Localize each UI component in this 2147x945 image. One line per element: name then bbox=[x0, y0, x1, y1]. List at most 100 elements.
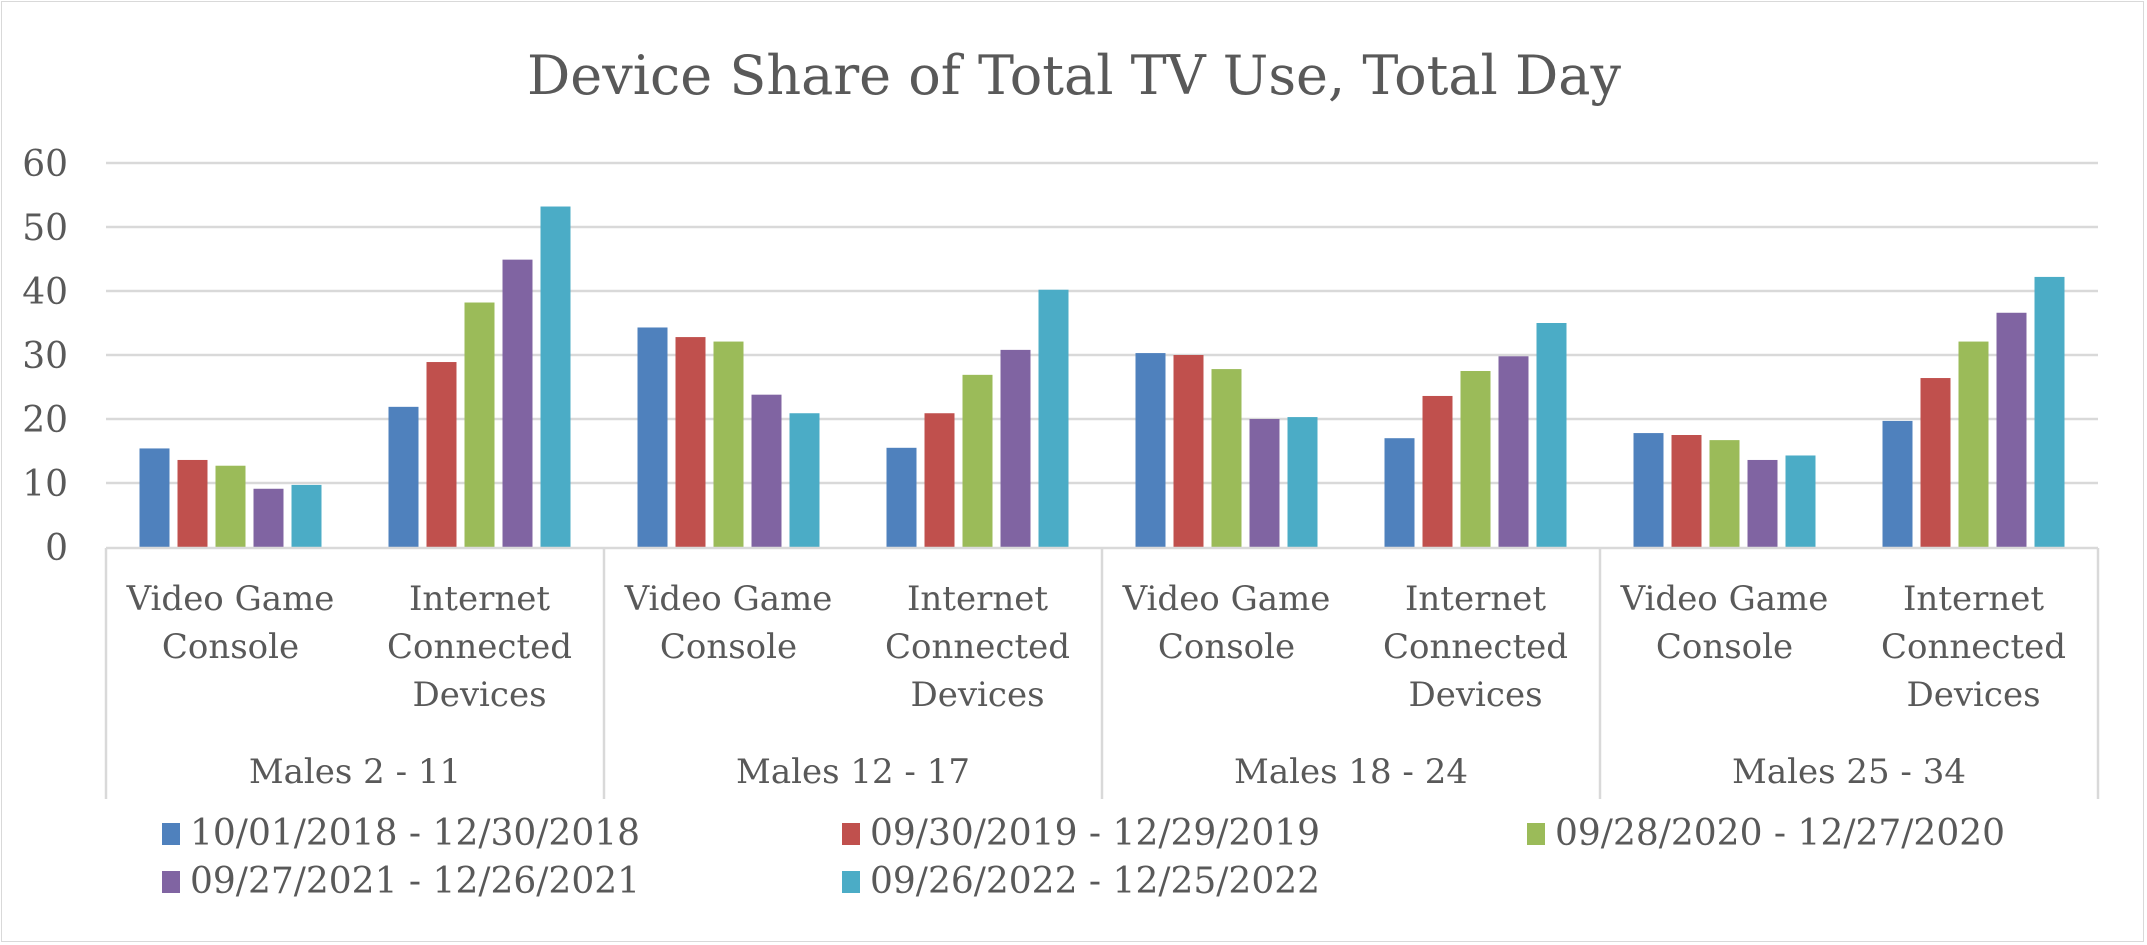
bar bbox=[540, 206, 571, 547]
x-category-label-line: Internet bbox=[907, 579, 1048, 619]
bar bbox=[1384, 438, 1415, 547]
bar bbox=[713, 341, 744, 547]
bar bbox=[1671, 435, 1702, 547]
x-category-label: Video Game Console bbox=[1122, 579, 1331, 667]
bar bbox=[751, 394, 782, 547]
bar bbox=[2034, 276, 2065, 547]
legend: 10/01/2018 - 12/30/2018 09/30/2019 - 12/2… bbox=[162, 813, 2005, 902]
x-category-label-line: Console bbox=[1158, 627, 1295, 667]
x-category-label: Internet Connected Devices bbox=[885, 579, 1070, 715]
x-category-label-line: Devices bbox=[412, 675, 546, 715]
bar bbox=[1038, 289, 1069, 547]
x-category-label: Video Game Console bbox=[624, 579, 833, 667]
x-axis-labels: Video Game Console Internet Connected Device… bbox=[126, 579, 2066, 792]
legend-item[interactable]: 09/30/2019 - 12/29/2019 bbox=[842, 813, 1320, 854]
x-group-label: Males 18 - 24 bbox=[1234, 752, 1468, 792]
bar bbox=[1211, 369, 1242, 547]
bar bbox=[962, 374, 993, 547]
bar bbox=[1633, 433, 1664, 547]
bar bbox=[1996, 312, 2027, 547]
bars bbox=[139, 206, 2065, 547]
legend-label: 09/28/2020 - 12/27/2020 bbox=[1555, 813, 2005, 854]
legend-item[interactable]: 09/26/2022 - 12/25/2022 bbox=[842, 861, 1320, 902]
x-category-label-line: Connected bbox=[885, 627, 1070, 667]
bar bbox=[1173, 355, 1204, 547]
x-group-label: Males 2 - 11 bbox=[249, 752, 461, 792]
bar bbox=[253, 488, 284, 547]
x-category-label-line: Internet bbox=[409, 579, 550, 619]
x-group-label: Males 12 - 17 bbox=[736, 752, 970, 792]
x-category-label-line: Connected bbox=[387, 627, 572, 667]
bar bbox=[1920, 378, 1951, 547]
x-category-label-line: Connected bbox=[1383, 627, 1568, 667]
x-category-label-line: Video Game bbox=[126, 579, 335, 619]
bar bbox=[1709, 440, 1740, 547]
bar bbox=[1000, 349, 1031, 547]
legend-item[interactable]: 09/27/2021 - 12/26/2021 bbox=[162, 861, 640, 902]
legend-swatch bbox=[162, 871, 180, 893]
bar bbox=[464, 302, 495, 547]
x-category-label-line: Connected bbox=[1881, 627, 2066, 667]
bar bbox=[675, 337, 706, 547]
legend-label: 09/27/2021 - 12/26/2021 bbox=[190, 861, 640, 902]
x-category-label-line: Devices bbox=[910, 675, 1044, 715]
bar bbox=[1958, 341, 1989, 547]
bar bbox=[1287, 417, 1318, 547]
x-category-label-line: Console bbox=[162, 627, 299, 667]
x-category-label-line: Console bbox=[660, 627, 797, 667]
legend-swatch bbox=[162, 823, 180, 845]
y-tick-label: 0 bbox=[45, 528, 68, 569]
legend-label: 10/01/2018 - 12/30/2018 bbox=[190, 813, 640, 854]
x-axis bbox=[104, 546, 2100, 799]
legend-item[interactable]: 10/01/2018 - 12/30/2018 bbox=[162, 813, 640, 854]
legend-swatch bbox=[842, 823, 860, 845]
legend-swatch bbox=[842, 871, 860, 893]
x-category-label-line: Internet bbox=[1903, 579, 2044, 619]
bar bbox=[502, 259, 533, 547]
x-category-label-line: Internet bbox=[1405, 579, 1546, 619]
x-category-label-line: Devices bbox=[1408, 675, 1542, 715]
legend-swatch bbox=[1527, 823, 1545, 845]
chart-title: Device Share of Total TV Use, Total Day bbox=[527, 44, 1621, 107]
bar bbox=[1249, 419, 1280, 547]
x-category-label: Video Game Console bbox=[1620, 579, 1829, 667]
bar bbox=[1422, 395, 1453, 547]
x-category-label-line: Video Game bbox=[1620, 579, 1829, 619]
bar bbox=[886, 447, 917, 547]
bar bbox=[1135, 353, 1166, 547]
legend-item[interactable]: 09/28/2020 - 12/27/2020 bbox=[1527, 813, 2005, 854]
bar bbox=[1882, 420, 1913, 547]
x-category-label-line: Video Game bbox=[624, 579, 833, 619]
bar bbox=[1785, 455, 1816, 547]
bar bbox=[924, 413, 955, 547]
bar bbox=[177, 459, 208, 547]
bar bbox=[1460, 371, 1491, 547]
x-category-label-line: Video Game bbox=[1122, 579, 1331, 619]
y-tick-label: 10 bbox=[22, 464, 68, 505]
bar bbox=[215, 465, 246, 547]
x-category-label: Internet Connected Devices bbox=[1383, 579, 1568, 715]
y-tick-label: 40 bbox=[22, 272, 68, 313]
legend-label: 09/30/2019 - 12/29/2019 bbox=[870, 813, 1320, 854]
legend-label: 09/26/2022 - 12/25/2022 bbox=[870, 861, 1320, 902]
bar bbox=[388, 406, 419, 547]
bar bbox=[291, 484, 322, 547]
bar bbox=[1498, 356, 1529, 547]
y-tick-label: 30 bbox=[22, 336, 68, 377]
bar bbox=[139, 448, 170, 547]
bar bbox=[637, 327, 668, 547]
bar bbox=[1747, 459, 1778, 547]
x-category-label: Internet Connected Devices bbox=[387, 579, 572, 715]
x-category-label: Internet Connected Devices bbox=[1881, 579, 2066, 715]
y-tick-label: 60 bbox=[22, 144, 68, 185]
x-category-label: Video Game Console bbox=[126, 579, 335, 667]
bar bbox=[426, 362, 457, 547]
y-tick-label: 50 bbox=[22, 208, 68, 249]
bar bbox=[789, 413, 820, 547]
x-category-label-line: Console bbox=[1656, 627, 1793, 667]
y-tick-label: 20 bbox=[22, 400, 68, 441]
y-axis-tick-labels: 0 10 20 30 40 50 60 bbox=[22, 144, 68, 569]
x-group-label: Males 25 - 34 bbox=[1732, 752, 1966, 792]
